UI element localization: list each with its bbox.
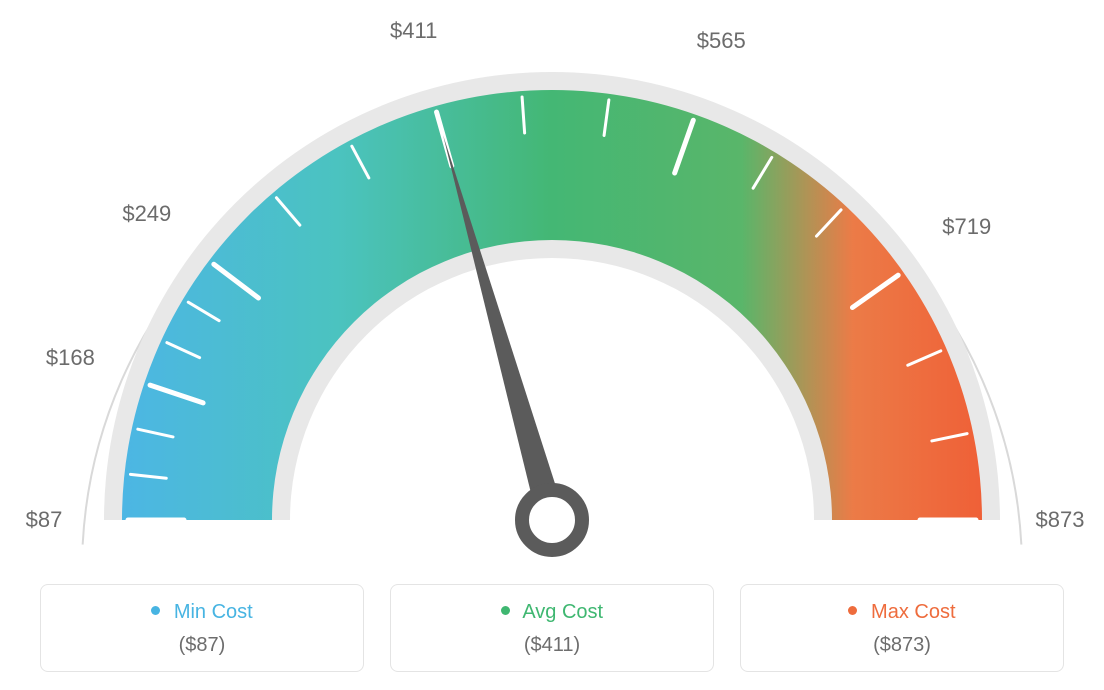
gauge-tick-label: $873 (1036, 507, 1085, 533)
legend-card-min: Min Cost ($87) (40, 584, 364, 672)
legend-value: ($873) (741, 634, 1063, 657)
gauge-tick-label: $87 (26, 507, 63, 533)
legend-label-text: Avg Cost (522, 601, 603, 623)
legend-label: Min Cost (41, 601, 363, 624)
legend-value: ($411) (391, 634, 713, 657)
dot-icon (151, 606, 160, 615)
gauge-tick-label: $249 (122, 201, 171, 227)
legend-value: ($87) (41, 634, 363, 657)
gauge-tick-label: $168 (46, 345, 95, 371)
legend-card-avg: Avg Cost ($411) (390, 584, 714, 672)
legend-label-text: Min Cost (174, 601, 253, 623)
dot-icon (848, 606, 857, 615)
chart-root: $87 $168 $249 $411 $565 $719 $873 Min Cost ($8… (0, 0, 1104, 690)
gauge-chart (0, 0, 1104, 560)
legend-card-max: Max Cost ($873) (740, 584, 1064, 672)
legend-row: Min Cost ($87) Avg Cost ($411) Max Cost … (40, 584, 1064, 672)
gauge-tick-label: $565 (697, 28, 746, 54)
gauge-tick-label: $719 (942, 214, 991, 240)
legend-label: Avg Cost (391, 601, 713, 624)
dot-icon (501, 606, 510, 615)
legend-label-text: Max Cost (871, 601, 955, 623)
legend-label: Max Cost (741, 601, 1063, 624)
gauge-tick-label: $411 (390, 18, 437, 44)
